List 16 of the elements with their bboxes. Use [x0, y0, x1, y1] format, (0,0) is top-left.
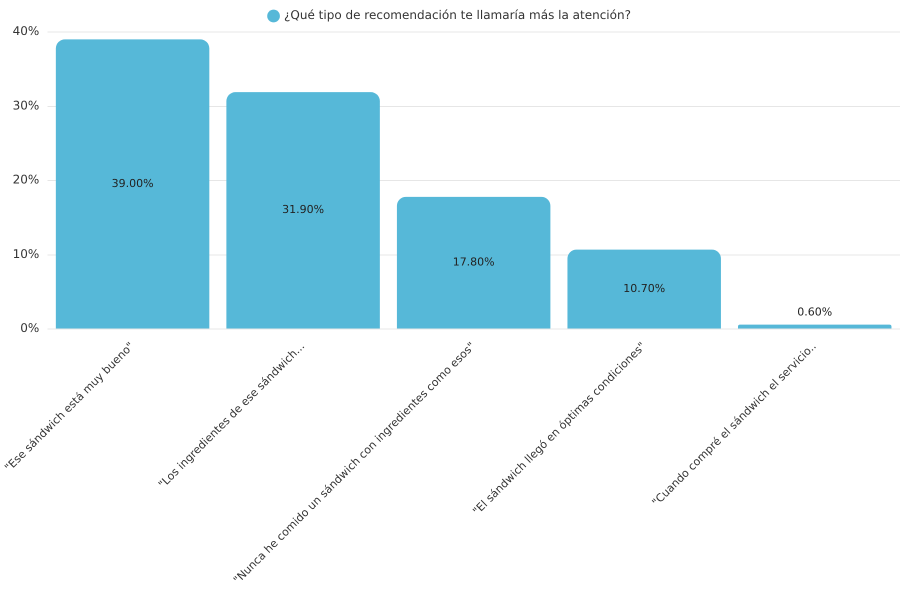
bar: [567, 250, 721, 329]
data-label: 0.60%: [797, 305, 832, 318]
legend-label: ¿Qué tipo de recomendación te llamaría más la atención?: [284, 8, 631, 22]
data-label: 17.80%: [452, 256, 495, 269]
data-label: 31.90%: [282, 203, 324, 216]
y-tick-label: 20%: [12, 172, 40, 187]
y-tick-label: 0%: [20, 321, 40, 336]
data-label: 39.00%: [112, 176, 154, 190]
y-tick-label: 30%: [12, 98, 40, 112]
bar: [738, 324, 892, 329]
data-label: 10.70%: [623, 282, 666, 295]
bar: [396, 196, 550, 329]
y-tick-label: 40%: [12, 24, 40, 38]
y-tick-label: 10%: [12, 246, 40, 261]
bar: [226, 92, 380, 329]
bar: [56, 39, 210, 329]
